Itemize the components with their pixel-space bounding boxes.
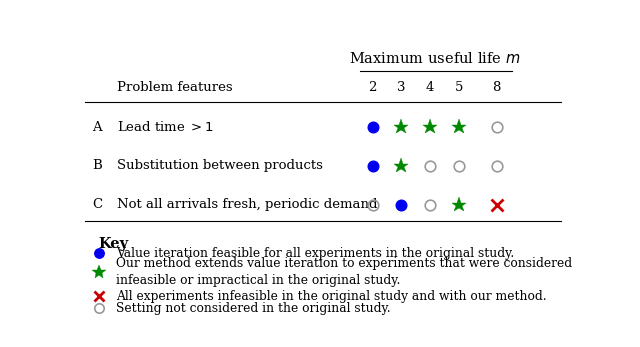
Text: Lead time $> 1$: Lead time $> 1$ <box>117 120 214 134</box>
Text: All experiments infeasible in the original study and with our method.: All experiments infeasible in the origin… <box>116 289 547 303</box>
Text: Substitution between products: Substitution between products <box>117 159 323 172</box>
Text: Setting not considered in the original study.: Setting not considered in the original s… <box>116 302 390 315</box>
Text: 5: 5 <box>455 81 463 94</box>
Text: Our method extends value iteration to experiments that were considered
infeasibl: Our method extends value iteration to ex… <box>116 257 572 287</box>
Text: 3: 3 <box>397 81 406 94</box>
Text: C: C <box>92 198 102 211</box>
Text: A: A <box>93 121 102 134</box>
Text: Not all arrivals fresh, periodic demand: Not all arrivals fresh, periodic demand <box>117 198 378 211</box>
Text: Maximum useful life $m$: Maximum useful life $m$ <box>349 51 520 66</box>
Text: B: B <box>93 159 102 172</box>
Text: Key: Key <box>99 237 129 251</box>
Text: Value iteration feasible for all experiments in the original study.: Value iteration feasible for all experim… <box>116 247 514 260</box>
Text: Problem features: Problem features <box>117 81 233 94</box>
Text: 4: 4 <box>426 81 435 94</box>
Text: 2: 2 <box>369 81 377 94</box>
Text: 8: 8 <box>492 81 501 94</box>
